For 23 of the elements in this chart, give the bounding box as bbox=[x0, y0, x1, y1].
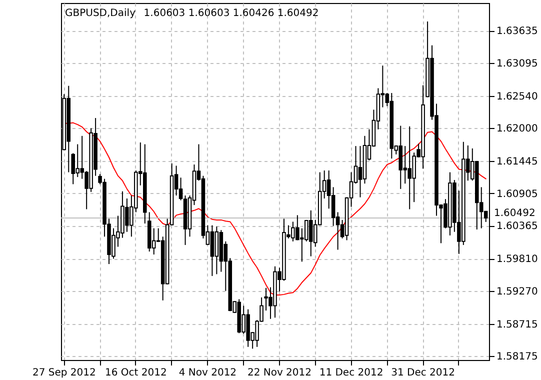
x-tick-label: 27 Sep 2012 bbox=[32, 368, 96, 378]
y-tick-label: 1.62000 bbox=[496, 124, 538, 135]
x-tick-label: 11 Dec 2012 bbox=[319, 368, 384, 378]
ref-line-label: 1.60492 bbox=[494, 208, 536, 220]
y-tick-label: 1.62540 bbox=[496, 91, 538, 102]
y-tick-label: 1.60905 bbox=[496, 188, 538, 200]
x-tick-label: 22 Nov 2012 bbox=[247, 368, 312, 378]
y-tick-label: 1.63635 bbox=[496, 26, 538, 38]
y-tick-label: 1.61445 bbox=[496, 156, 538, 168]
candlestick bbox=[71, 152, 76, 185]
y-tick-label: 1.58175 bbox=[496, 352, 538, 363]
x-tick-label: 4 Nov 2012 bbox=[178, 368, 237, 378]
y-tick-label: 1.58715 bbox=[496, 319, 538, 330]
y-tick-label: 1.59270 bbox=[496, 286, 538, 298]
x-tick-label: 31 Dec 2012 bbox=[391, 368, 455, 378]
y-tick-label: 1.60365 bbox=[496, 221, 538, 232]
y-tick-label: 1.59810 bbox=[496, 254, 538, 266]
chart-title: GBPUSD,Daily bbox=[65, 8, 136, 19]
y-tick-label: 1.63095 bbox=[496, 58, 538, 70]
line-series bbox=[64, 122, 486, 296]
chart-subtitle: 1.60603 1.60603 1.60426 1.60492 bbox=[144, 8, 319, 19]
x-tick-label: 16 Oct 2012 bbox=[105, 368, 167, 378]
candlestick bbox=[358, 146, 362, 198]
